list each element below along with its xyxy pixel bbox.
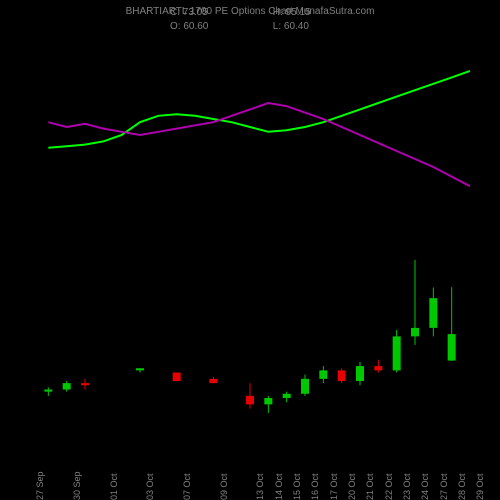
x-tick-label: 07 Oct <box>182 473 192 500</box>
candle-body <box>44 390 52 392</box>
open-value: O: 60.60 <box>170 20 270 34</box>
x-tick-label: 09 Oct <box>219 473 229 500</box>
overlay-line-green <box>48 71 470 148</box>
x-tick-label: 22 Oct <box>384 473 394 500</box>
candle-body <box>264 398 272 404</box>
x-tick-label: 28 Oct <box>457 473 467 500</box>
x-tick-label: 29 Oct <box>475 473 485 500</box>
ohlc-readout: C: 73.05 H: 95.15 O: 60.60 L: 60.40 <box>170 6 373 34</box>
x-tick-label: 24 Oct <box>420 473 430 500</box>
candle-body <box>173 373 181 382</box>
candle-body <box>356 366 364 381</box>
candle-body <box>209 379 217 383</box>
x-tick-label: 14 Oct <box>274 473 284 500</box>
candle-body <box>136 368 144 370</box>
low-value: L: 60.40 <box>273 20 373 34</box>
candle-body <box>246 396 254 405</box>
candle-body <box>301 379 309 394</box>
x-tick-label: 01 Oct <box>109 473 119 500</box>
x-tick-label: 16 Oct <box>310 473 320 500</box>
x-tick-label: 15 Oct <box>292 473 302 500</box>
x-tick-label: 13 Oct <box>255 473 265 500</box>
candle-body <box>429 298 437 328</box>
chart-svg <box>30 35 470 445</box>
candle-body <box>338 370 346 381</box>
options-chart: { "header": { "title": "BHARTIARTL 1700 … <box>0 0 500 500</box>
high-value: H: 95.15 <box>273 6 373 20</box>
candle-body <box>393 336 401 370</box>
x-tick-label: 30 Sep <box>72 471 82 500</box>
candle-body <box>374 366 382 370</box>
x-tick-label: 20 Oct <box>347 473 357 500</box>
candle-body <box>411 328 419 337</box>
x-tick-label: 21 Oct <box>365 473 375 500</box>
candle-body <box>63 383 71 389</box>
x-tick-label: 17 Oct <box>329 473 339 500</box>
plot-area <box>30 35 470 445</box>
x-tick-label: 27 Sep <box>35 471 45 500</box>
x-tick-label: 03 Oct <box>145 473 155 500</box>
candle-body <box>448 334 456 360</box>
candle-body <box>81 383 89 385</box>
candle-body <box>283 394 291 398</box>
candle-body <box>319 370 327 379</box>
x-tick-label: 27 Oct <box>439 473 449 500</box>
close-value: C: 73.05 <box>170 6 270 20</box>
overlay-line-magenta <box>48 103 470 186</box>
x-axis: 27 Sep 30 Sep 01 Oct 03 Oct 07 Oct 09 Oct 13 O… <box>30 445 470 500</box>
x-tick-label: 23 Oct <box>402 473 412 500</box>
